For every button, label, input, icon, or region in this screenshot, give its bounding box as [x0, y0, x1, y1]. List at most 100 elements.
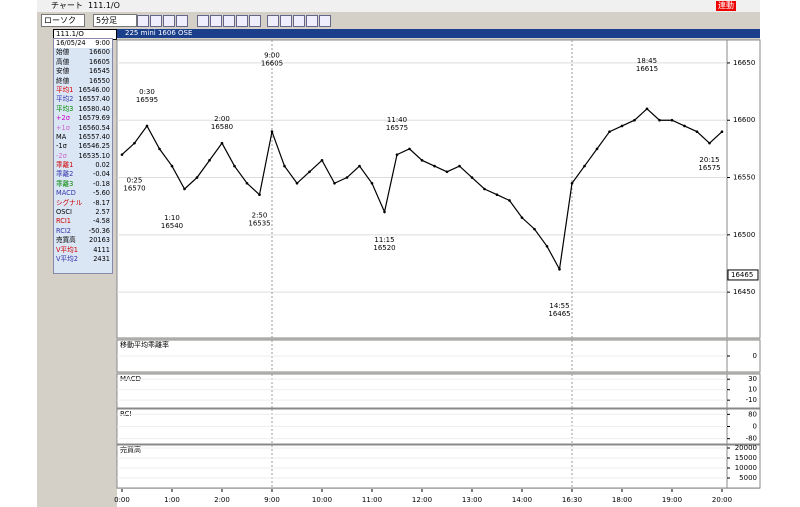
- price-point: [170, 164, 174, 168]
- price-point: [583, 164, 586, 168]
- y-tick-label: 16550: [733, 174, 755, 182]
- info-row: 始値 16600: [54, 48, 112, 57]
- info-label: V平均2: [56, 254, 78, 263]
- annotation-time: 14:55: [549, 302, 569, 310]
- price-point: [270, 130, 274, 133]
- price-point: [458, 164, 461, 168]
- info-label: -2σ: [56, 151, 67, 160]
- panel-title: 移動平均乖離率: [120, 340, 169, 349]
- annotation-time: 11:15: [374, 236, 394, 244]
- price-point: [695, 130, 699, 133]
- tool-icon[interactable]: [176, 15, 188, 27]
- last-price: 16465: [731, 271, 753, 279]
- chart-header: 225 mini 1606 OSE: [117, 29, 760, 38]
- info-value: 16605: [89, 57, 110, 66]
- price-point: [145, 124, 149, 128]
- annotation-time: 18:45: [637, 57, 657, 65]
- x-tick-label: 20:00: [712, 496, 732, 504]
- annotation-time: 9:00: [264, 52, 280, 60]
- interval-select[interactable]: 5分足: [93, 14, 137, 27]
- info-value: 16550: [89, 76, 110, 85]
- tool-icon[interactable]: [163, 15, 175, 27]
- info-value: 16546.00: [78, 85, 110, 94]
- info-row: -1σ 16546.25: [54, 142, 112, 151]
- info-row: 平均3 16580.40: [54, 105, 112, 114]
- tool-icon[interactable]: [137, 15, 149, 27]
- y-tick-label: 15000: [735, 454, 757, 462]
- y-tick-label: 16600: [733, 116, 755, 124]
- tool-icon[interactable]: [267, 15, 279, 27]
- price-point: [708, 141, 711, 145]
- info-row: -2σ 16535.10: [54, 152, 112, 161]
- tool-icon[interactable]: [223, 15, 235, 27]
- tool-icon[interactable]: [293, 15, 305, 27]
- y-tick-label: -10: [746, 396, 757, 404]
- price-point: [358, 164, 361, 168]
- y-tick-label: 5000: [739, 474, 757, 482]
- info-value: 20163: [89, 236, 110, 245]
- panel-title: 売買高: [120, 445, 141, 454]
- info-value: -4.58: [92, 217, 110, 226]
- info-row: 売買高 20163: [54, 236, 112, 245]
- tool-icon[interactable]: [150, 15, 162, 27]
- tool-icon[interactable]: [210, 15, 222, 27]
- info-value: -0.18: [92, 179, 110, 188]
- price-point: [558, 267, 561, 271]
- price-point: [195, 176, 199, 179]
- link-badge[interactable]: 連動: [716, 1, 736, 11]
- tool-icon[interactable]: [319, 15, 331, 27]
- info-value: 16557.40: [78, 132, 110, 141]
- info-label: OSCI: [56, 208, 72, 217]
- info-label: 乖離2: [56, 170, 74, 179]
- x-tick-label: 10:00: [312, 496, 332, 504]
- price-point: [220, 141, 224, 145]
- tool-icon[interactable]: [306, 15, 318, 27]
- info-row: 安値 16545: [54, 67, 112, 76]
- tool-icon[interactable]: [197, 15, 209, 27]
- info-row: 平均2 16557.40: [54, 95, 112, 104]
- info-label: 高値: [56, 57, 70, 66]
- x-tick-label: 9:00: [264, 496, 280, 504]
- info-label: 終値: [56, 76, 70, 85]
- plot-area: [116, 39, 728, 339]
- tool-icon[interactable]: [249, 15, 261, 27]
- window-title: チャート: [51, 1, 83, 10]
- info-row: +1σ 16560.54: [54, 124, 112, 133]
- annotation-price: 16520: [373, 244, 395, 252]
- annotation-price: 16605: [261, 60, 283, 68]
- y-tick-label: -80: [746, 435, 757, 443]
- annotation-price: 16465: [548, 310, 570, 318]
- price-point: [383, 210, 386, 214]
- info-row: MA 16557.40: [54, 133, 112, 142]
- info-label: +1σ: [56, 123, 70, 132]
- info-label: V平均1: [56, 245, 78, 254]
- x-tick-label: 18:00: [612, 496, 632, 504]
- info-label: シグナル: [56, 198, 83, 207]
- price-point: [120, 153, 124, 156]
- annotation-time: 11:40: [387, 116, 407, 124]
- y-tick-label: 16450: [733, 288, 755, 296]
- price-point: [433, 164, 436, 168]
- info-date: 16/05/24: [56, 39, 86, 47]
- chart-type-select[interactable]: ローソク: [41, 14, 85, 27]
- x-tick-label: 1:00: [164, 496, 180, 504]
- tool-icon[interactable]: [236, 15, 248, 27]
- price-point: [670, 118, 674, 122]
- info-time: 9:00: [95, 39, 110, 47]
- info-label: RCI2: [56, 226, 71, 235]
- annotation-time: 0:30: [139, 88, 155, 96]
- plot-area: [116, 444, 728, 489]
- y-tick-label: 0: [753, 352, 757, 360]
- price-point: [470, 176, 474, 179]
- info-value: 2431: [93, 254, 110, 263]
- info-value: 2.57: [95, 208, 110, 217]
- info-label: 安値: [56, 67, 70, 76]
- info-value: 16545: [89, 67, 110, 76]
- last-price-box: [727, 269, 759, 281]
- info-label: 乖離1: [56, 161, 74, 170]
- annotation-time: 2:50: [252, 212, 268, 220]
- info-row: 乖離3 -0.18: [54, 180, 112, 189]
- y-tick-label: 30: [748, 375, 757, 383]
- info-label: 平均3: [56, 104, 74, 113]
- tool-icon[interactable]: [280, 15, 292, 27]
